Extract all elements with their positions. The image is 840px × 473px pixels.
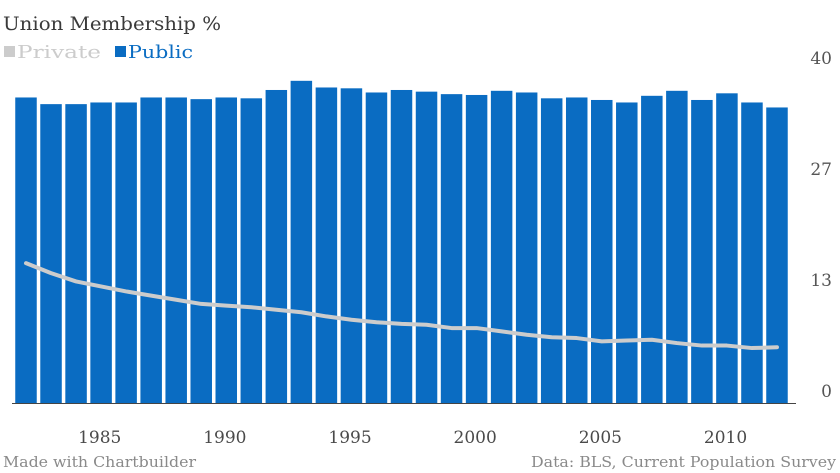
x-tick-label: 2000 bbox=[454, 428, 497, 448]
y-tick-label: 40 bbox=[810, 49, 832, 69]
legend-swatch-private bbox=[4, 46, 15, 57]
public-bar-1990 bbox=[190, 99, 212, 403]
public-bar-2012 bbox=[741, 102, 763, 403]
x-tick-label: 2005 bbox=[579, 428, 622, 448]
x-tick-label: 1985 bbox=[78, 428, 121, 448]
public-bar-1992 bbox=[240, 98, 263, 403]
y-tick-label: 0 bbox=[821, 382, 832, 402]
legend-item-private: Private bbox=[4, 42, 101, 63]
public-bar-1984 bbox=[40, 104, 62, 403]
public-bar-2010 bbox=[691, 99, 713, 403]
x-tick-label: 1990 bbox=[203, 428, 246, 448]
public-bar-2002 bbox=[490, 90, 513, 403]
public-bar-1997 bbox=[365, 92, 388, 403]
public-bar-1987 bbox=[115, 102, 137, 403]
x-axis-tick-labels: 1985 1990 1995 2000 2005 2010 bbox=[78, 428, 747, 448]
public-bar-2011 bbox=[716, 93, 738, 403]
y-tick-label: 27 bbox=[810, 160, 832, 180]
public-bar-1999 bbox=[415, 91, 438, 404]
public-bar-2000 bbox=[440, 94, 463, 403]
public-bar-1983 bbox=[15, 97, 37, 403]
public-bar-2008 bbox=[641, 95, 663, 403]
public-bar-2005 bbox=[565, 97, 588, 403]
legend-swatch-public bbox=[115, 46, 126, 57]
public-bar-2004 bbox=[540, 98, 563, 403]
public-bar-1991 bbox=[215, 97, 238, 403]
private-series-line bbox=[24, 261, 779, 351]
legend: Private Public bbox=[4, 42, 193, 63]
public-bar-2013 bbox=[766, 107, 788, 404]
public-bar-1995 bbox=[315, 87, 338, 403]
legend-label-private: Private bbox=[17, 42, 101, 63]
public-bar-1996 bbox=[340, 88, 363, 403]
public-bar-2009 bbox=[666, 90, 688, 403]
public-bars bbox=[15, 80, 788, 404]
public-bar-2007 bbox=[616, 102, 638, 403]
public-bar-1986 bbox=[90, 102, 112, 403]
legend-label-public: Public bbox=[128, 42, 193, 63]
legend-item-public: Public bbox=[115, 42, 193, 63]
x-tick-label: 2010 bbox=[704, 428, 747, 448]
public-bar-2001 bbox=[465, 94, 488, 403]
public-bar-2006 bbox=[591, 99, 613, 403]
public-bar-1994 bbox=[290, 80, 313, 403]
public-bar-1993 bbox=[265, 89, 288, 403]
public-bar-1998 bbox=[390, 89, 413, 403]
public-bar-1985 bbox=[65, 104, 87, 403]
chart-title: Union Membership % bbox=[3, 13, 221, 35]
public-bar-2003 bbox=[515, 92, 538, 403]
y-axis-tick-labels: 0 13 27 40 bbox=[810, 49, 832, 402]
x-tick-label: 1995 bbox=[328, 428, 371, 448]
chartbuilder-credit: Made with Chartbuilder bbox=[3, 453, 197, 471]
public-bar-1988 bbox=[140, 97, 162, 403]
y-tick-label: 13 bbox=[810, 271, 832, 291]
public-bar-1989 bbox=[165, 97, 187, 403]
data-source: Data: BLS, Current Population Survey bbox=[531, 453, 837, 471]
